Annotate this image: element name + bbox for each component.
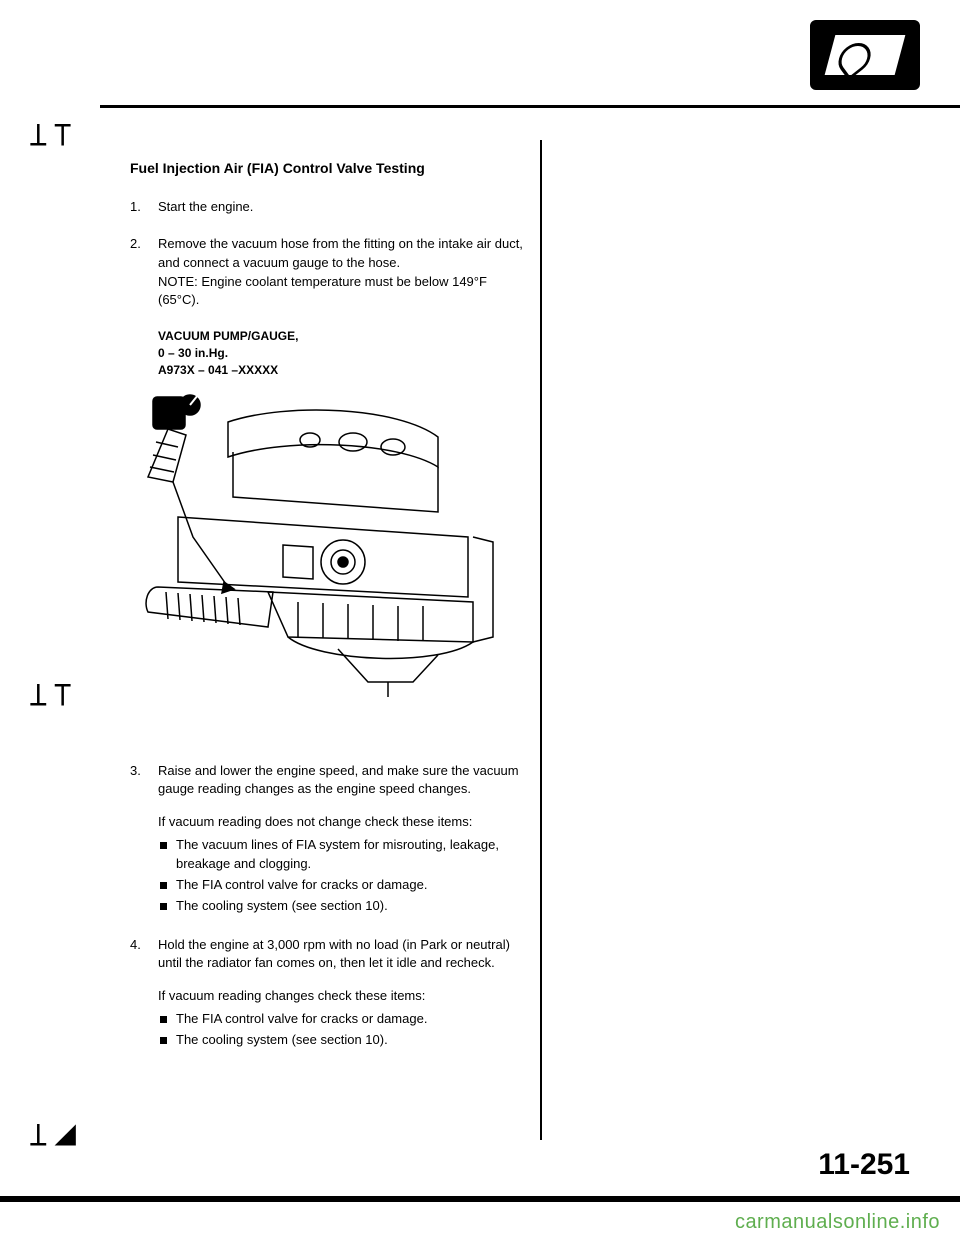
top-rule [100,105,960,108]
engine-diagram [138,387,530,702]
page-number: 11-251 [818,1148,910,1182]
main-column: Fuel Injection Air (FIA) Control Valve T… [130,160,530,1070]
step-4-bullets: The FIA control valve for cracks or dama… [158,1010,530,1050]
gauge-l1: VACUUM PUMP/GAUGE, [158,328,530,345]
step-4-body: Hold the engine at 3,000 rpm with no loa… [158,936,530,1052]
step-3-body: Raise and lower the engine speed, and ma… [158,762,530,918]
step-4-num: 4. [130,936,158,1052]
step-4-note-intro: If vacuum reading changes check these it… [158,987,530,1006]
step-4-text: Hold the engine at 3,000 rpm with no loa… [158,937,510,971]
step-2-body: Remove the vacuum hose from the fitting … [158,235,530,310]
step-1: 1. Start the engine. [130,198,530,217]
binder-mark-1: ⟘ ⟙ [30,120,71,153]
section-title: Fuel Injection Air (FIA) Control Valve T… [130,160,530,176]
step-2-num: 2. [130,235,158,310]
corner-engine-icon [810,20,920,90]
step-1-text: Start the engine. [158,198,530,217]
step-3-bullet-1: The vacuum lines of FIA system for misro… [158,836,530,874]
step-3: 3. Raise and lower the engine speed, and… [130,762,530,918]
step-3-bullet-3: The cooling system (see section 10). [158,897,530,916]
watermark: carmanualsonline.info [735,1211,940,1234]
step-1-num: 1. [130,198,158,217]
binder-mark-2: ⟘ ⟙ [30,680,71,713]
step-2-note: NOTE: Engine coolant temperature must be… [158,274,487,308]
step-2-text: Remove the vacuum hose from the fitting … [158,236,523,270]
engine-diagram-svg [138,387,508,697]
gauge-l2: 0 – 30 in.Hg. [158,345,530,362]
gauge-l3: A973X – 041 –XXXXX [158,362,530,379]
step-2: 2. Remove the vacuum hose from the fitti… [130,235,530,310]
step-4-bullet-1: The FIA control valve for cracks or dama… [158,1010,530,1029]
step-4-bullet-2: The cooling system (see section 10). [158,1031,530,1050]
step-3-num: 3. [130,762,158,918]
step-3-text: Raise and lower the engine speed, and ma… [158,763,519,797]
step-3-bullets: The vacuum lines of FIA system for misro… [158,836,530,915]
step-3-note-intro: If vacuum reading does not change check … [158,813,530,832]
column-divider [540,140,542,1140]
binder-mark-3: ⟘ ◢ [30,1120,77,1153]
step-3-bullet-2: The FIA control valve for cracks or dama… [158,876,530,895]
step-4: 4. Hold the engine at 3,000 rpm with no … [130,936,530,1052]
gauge-label: VACUUM PUMP/GAUGE, 0 – 30 in.Hg. A973X –… [158,328,530,378]
bottom-rule [0,1196,960,1202]
engine-icon-shape [825,35,906,75]
